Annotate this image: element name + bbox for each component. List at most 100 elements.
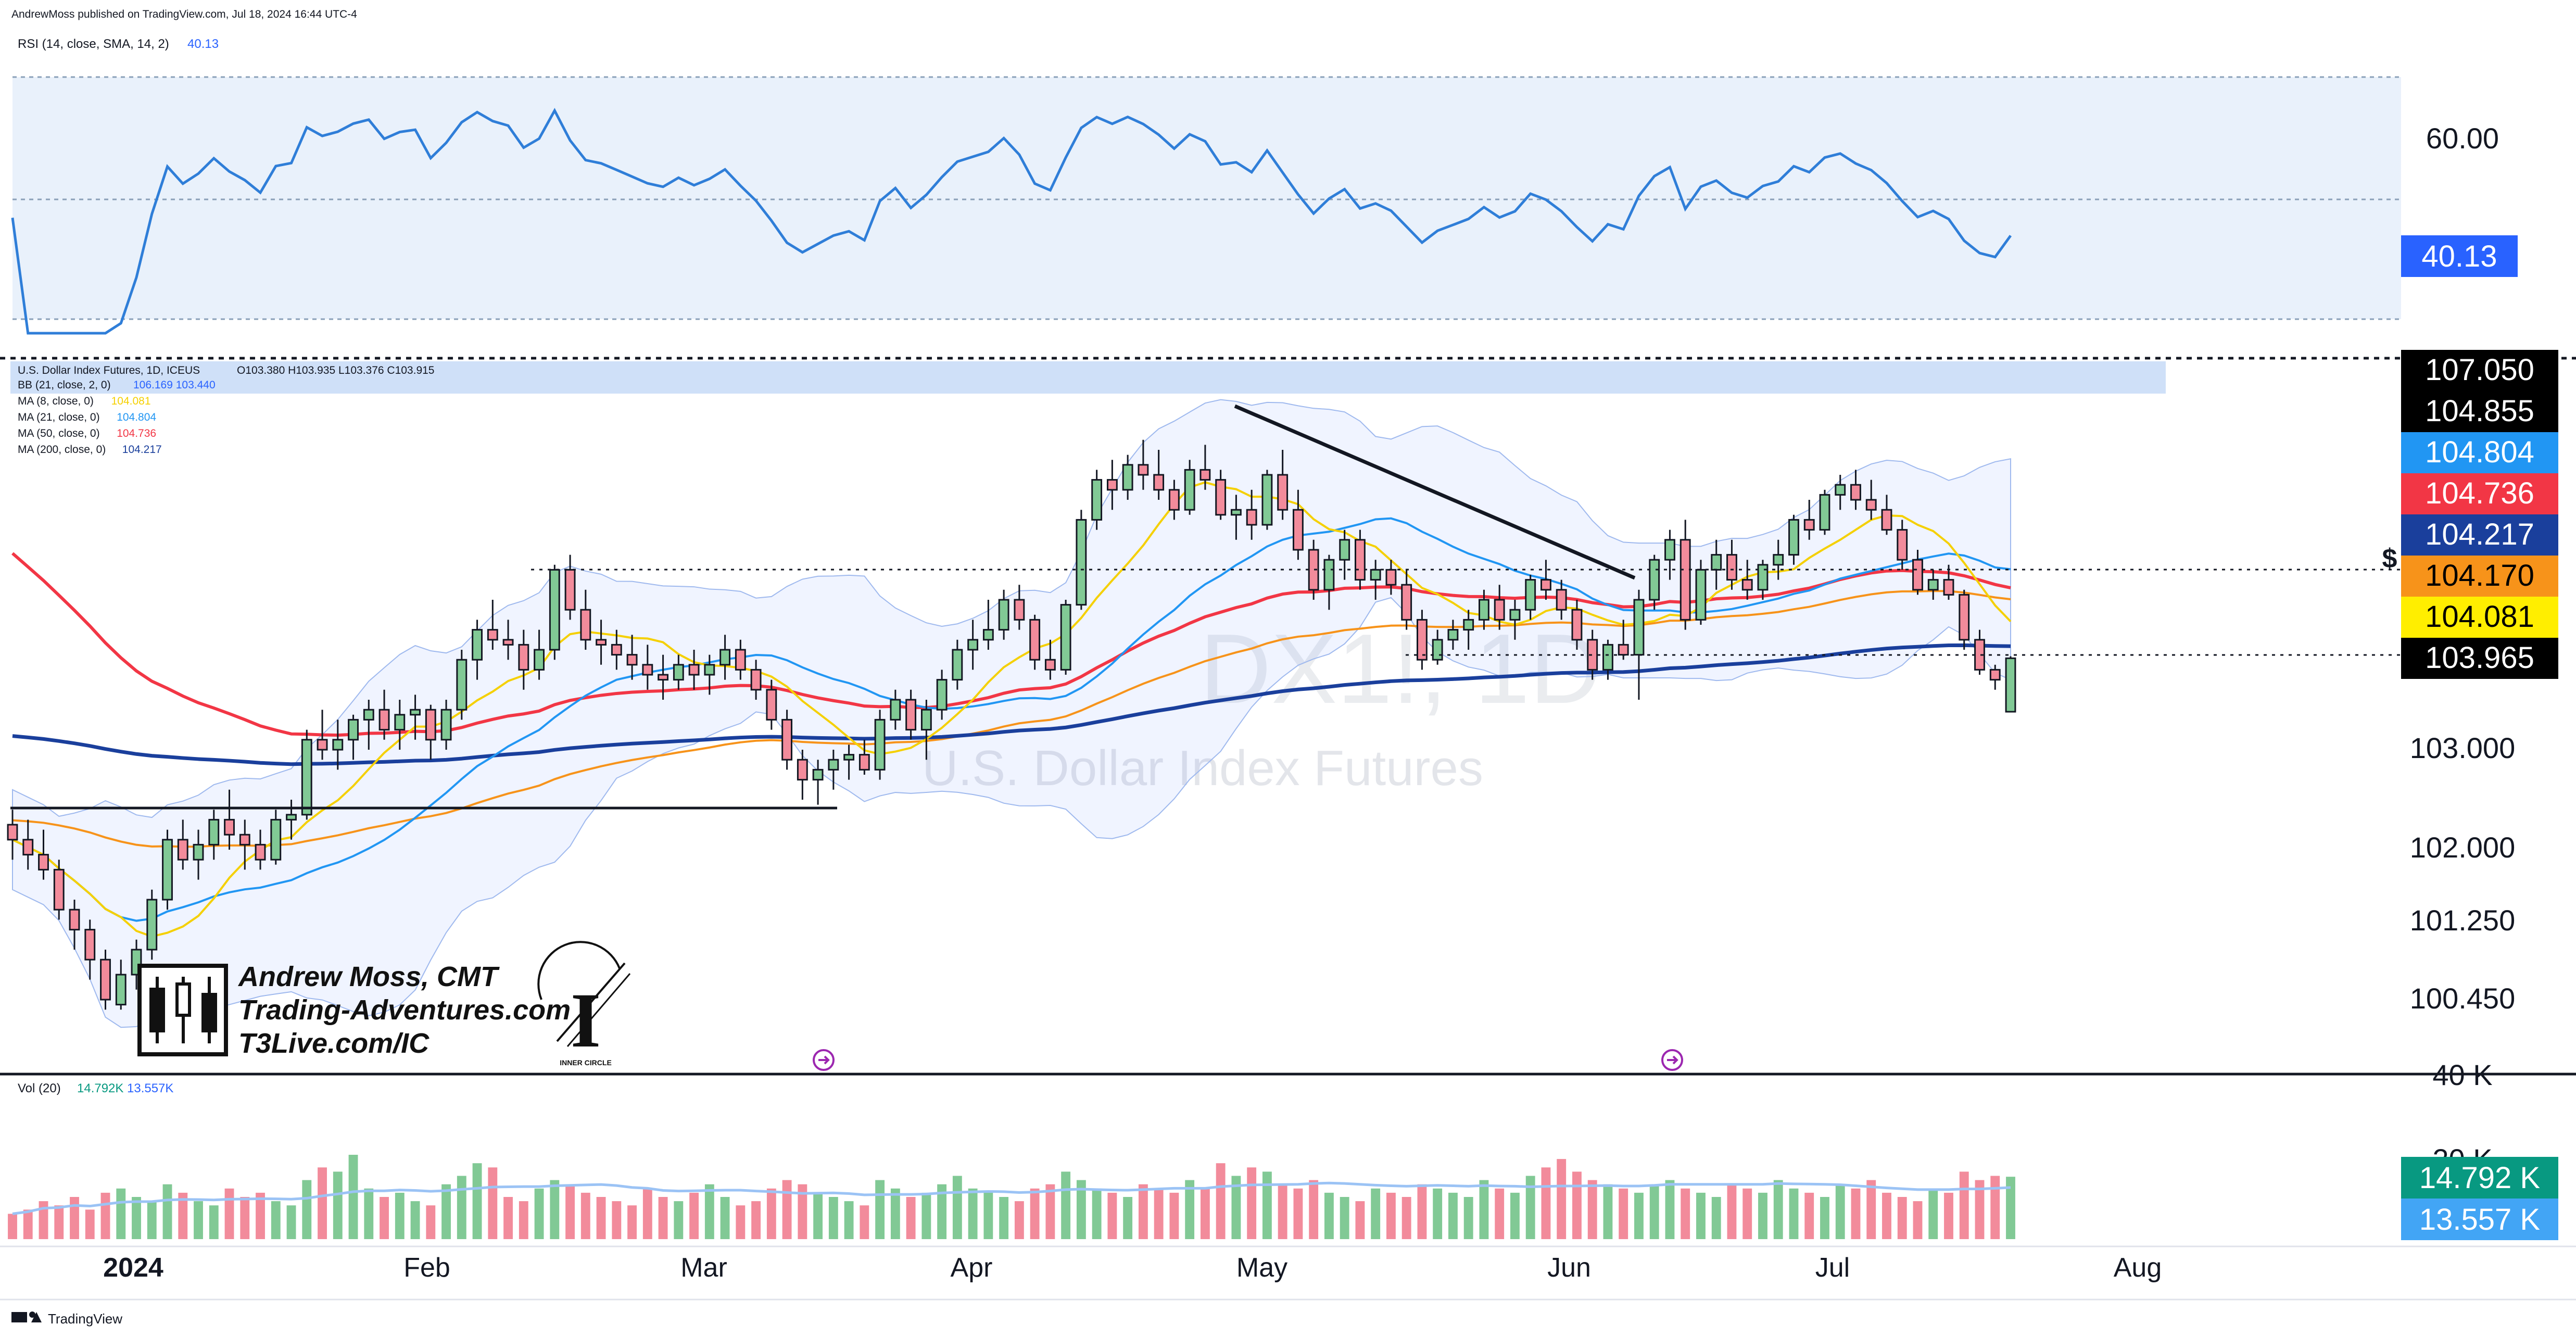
footer-bar [0,1300,2576,1337]
volume-bar [1092,1188,1102,1239]
indicator-legend-name: MA (21, close, 0) [18,411,100,423]
candle [1819,489,1830,535]
volume-bar [472,1163,482,1239]
volume-bar [240,1197,250,1239]
rsi-band [12,77,2401,319]
volume-bar [318,1167,327,1239]
ma50-line [11,552,2011,737]
candle [1138,439,1149,490]
volume-bar [1293,1188,1303,1239]
volume-bar [457,1176,466,1239]
event-icon-2[interactable] [1661,1049,1683,1071]
price-tag [2401,432,2558,473]
volume-bar [286,1205,296,1239]
tradingview-logo-icon[interactable] [11,1311,42,1322]
volume-bar [8,1214,17,1239]
candle [53,860,65,920]
price-tag [2401,556,2558,597]
volume-bar [828,1197,838,1239]
event-icon-1[interactable] [813,1049,835,1071]
candle [952,639,963,690]
candle [534,629,545,680]
candle [363,700,374,750]
branding: Andrew Moss, CMT Trading-Adventures.com … [137,941,631,1067]
time-label-jun: Jun [1547,1253,1591,1283]
candle [1540,560,1551,600]
price-tag-text: 104.170 [2425,559,2534,592]
candle [1587,629,1598,680]
volume-bar [1185,1180,1195,1239]
candle [1261,470,1273,530]
volume-bar [1479,1180,1489,1239]
volume-bar [1541,1167,1551,1239]
candle [1757,560,1769,600]
candle [1835,475,1846,510]
volume-bar [488,1167,498,1239]
price-legend-title: U.S. Dollar Index Futures, 1D, ICEUS [18,364,200,376]
time-label-feb: Feb [403,1253,450,1283]
volume-bar [720,1197,730,1239]
svg-text:I: I [571,977,601,1064]
volume-bar [1835,1184,1845,1239]
candle [472,620,483,680]
price-axis-label-2: 102.000 [2410,831,2515,864]
volume-bar [1773,1180,1783,1239]
price-tag-text: 104.081 [2425,600,2534,634]
price-tag [2401,391,2558,432]
volume-bar [1959,1171,1969,1239]
rsi-legend-value: 40.13 [187,37,219,51]
volume-bar [550,1180,560,1239]
candle [1199,445,1211,490]
candle [1168,480,1180,520]
volume-bar [348,1155,358,1239]
price-tag [2401,514,2558,556]
moving-averages [11,481,2012,938]
price-tag-text: 103.965 [2425,641,2534,675]
candle [425,704,436,760]
candle [1680,520,1691,630]
branding-link: T3Live.com/IC [238,1028,430,1059]
volume-bar [1309,1180,1319,1239]
candle [564,554,576,620]
indicator-legend-value: 104.804 [117,411,156,423]
candle [1463,610,1474,650]
volume-bar [1820,1197,1829,1239]
candle [750,660,762,700]
volume-bar [39,1201,48,1239]
candle [596,620,607,665]
indicator-legend-name: BB (21, close, 2, 0) [18,379,111,391]
volume-bar [1727,1184,1737,1239]
candle [1370,560,1381,600]
trendline [1234,404,1636,580]
volume-bar [1587,1180,1597,1239]
indicator-legend-name: MA (200, close, 0) [18,444,106,456]
candle [1323,554,1335,610]
volume-tag-1-text: 14.792 K [2419,1161,2541,1195]
candle [286,800,297,840]
candle [874,710,886,780]
time-label-may: May [1236,1253,1287,1283]
volume-bar [813,1192,823,1239]
volume-bar [1324,1192,1334,1239]
rsi-value-tag [2401,235,2518,277]
volume-bar [1572,1171,1582,1239]
volume-bar [503,1197,513,1239]
volume-tag-1 [2401,1157,2558,1199]
time-label-jul: Jul [1815,1253,1850,1283]
candle [317,710,328,760]
volume-bar [674,1201,684,1239]
candle [332,720,344,770]
candle [1447,620,1459,650]
candle [440,700,452,750]
volume-axis-label-40k: 40 K [2432,1058,2492,1091]
volume-bar [410,1201,420,1239]
candle [1385,560,1397,595]
volume-bar [1696,1192,1706,1239]
volume-bar [736,1205,746,1239]
candle [1432,629,1443,665]
candle [1308,539,1319,600]
candle [1803,500,1815,540]
indicator-legend-value: 104.081 [111,395,151,407]
volume-bar [1944,1192,1953,1239]
